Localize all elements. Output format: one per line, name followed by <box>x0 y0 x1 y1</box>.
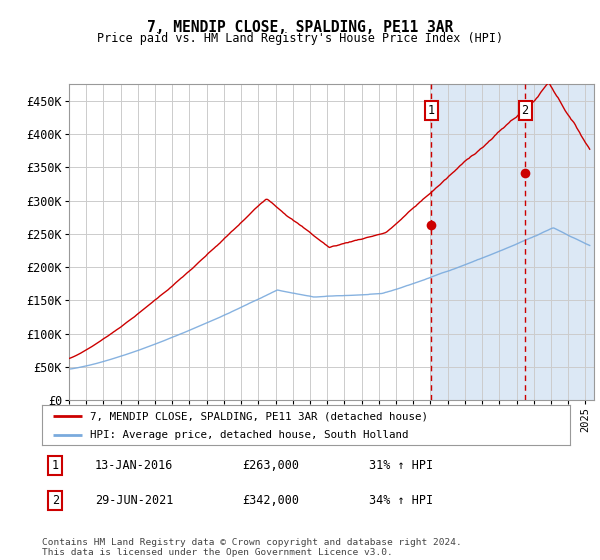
Text: £342,000: £342,000 <box>242 494 299 507</box>
Text: 1: 1 <box>428 104 435 117</box>
Text: 7, MENDIP CLOSE, SPALDING, PE11 3AR (detached house): 7, MENDIP CLOSE, SPALDING, PE11 3AR (det… <box>89 411 428 421</box>
Text: 2: 2 <box>521 104 529 117</box>
Text: Contains HM Land Registry data © Crown copyright and database right 2024.
This d: Contains HM Land Registry data © Crown c… <box>42 538 462 557</box>
Text: Price paid vs. HM Land Registry's House Price Index (HPI): Price paid vs. HM Land Registry's House … <box>97 32 503 45</box>
Text: 31% ↑ HPI: 31% ↑ HPI <box>370 459 433 472</box>
Text: 7, MENDIP CLOSE, SPALDING, PE11 3AR: 7, MENDIP CLOSE, SPALDING, PE11 3AR <box>147 20 453 35</box>
Bar <box>431 84 594 400</box>
Text: 2: 2 <box>52 494 59 507</box>
Text: £263,000: £263,000 <box>242 459 299 472</box>
Text: 34% ↑ HPI: 34% ↑ HPI <box>370 494 433 507</box>
Text: 13-JAN-2016: 13-JAN-2016 <box>95 459 173 472</box>
Text: 1: 1 <box>52 459 59 472</box>
Text: 29-JUN-2021: 29-JUN-2021 <box>95 494 173 507</box>
Text: HPI: Average price, detached house, South Holland: HPI: Average price, detached house, Sout… <box>89 430 408 440</box>
